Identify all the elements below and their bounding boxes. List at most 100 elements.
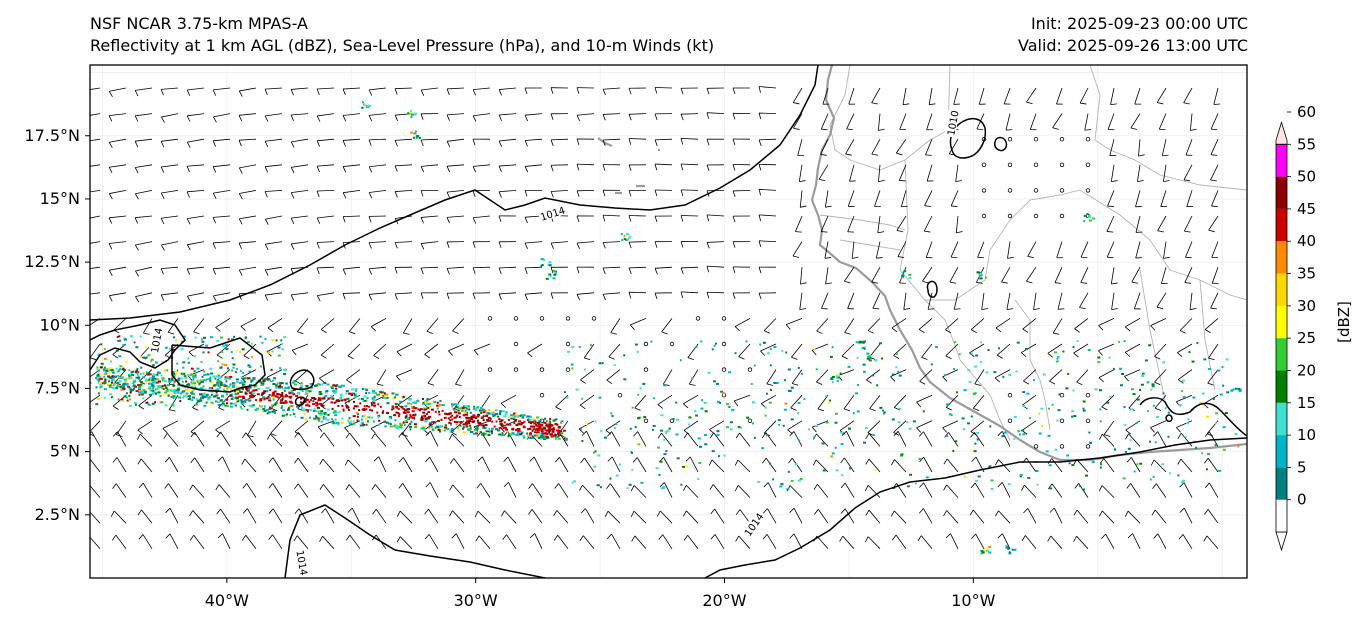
wind-barb-staff: [634, 394, 647, 409]
reflectivity-cell: [512, 418, 515, 421]
wind-barb-feather: [1124, 326, 1131, 332]
wind-barb-feather: [709, 484, 714, 491]
wind-barb-feather: [1210, 307, 1217, 310]
reflectivity-cell: [716, 430, 720, 433]
reflectivity-cell: [205, 401, 208, 404]
wind-barb-staff: [1105, 533, 1115, 549]
reflectivity-cell: [764, 414, 767, 417]
reflectivity-cell: [439, 400, 442, 403]
reflectivity-cell: [177, 383, 180, 386]
reflectivity-cell: [185, 389, 189, 392]
reflectivity-cell: [537, 424, 541, 427]
reflectivity-cell: [318, 417, 321, 420]
reflectivity-cell: [630, 450, 633, 453]
reflectivity-cell: [355, 392, 358, 395]
reflectivity-cell: [182, 396, 185, 399]
wind-barb-staff: [90, 164, 101, 167]
wind-barb-feather: [683, 432, 688, 439]
wind-barb-feather: [654, 292, 658, 300]
reflectivity-cell: [259, 400, 262, 403]
reflectivity-cell: [906, 485, 910, 488]
reflectivity-cell: [783, 379, 786, 382]
border-mauritania-mali: [829, 65, 951, 171]
reflectivity-cell: [259, 399, 263, 402]
wind-barb-staff: [633, 485, 647, 498]
reflectivity-cell: [409, 414, 412, 417]
wind-barb-feather: [394, 140, 398, 147]
wind-barb-feather: [368, 139, 372, 146]
reflectivity-cell: [391, 405, 394, 408]
reflectivity-cell: [299, 386, 303, 389]
reflectivity-cell: [390, 417, 393, 420]
reflectivity-cell: [136, 368, 139, 371]
wind-barb-staff: [603, 113, 621, 115]
wind-barb-staff: [533, 456, 543, 473]
reflectivity-cell: [536, 431, 540, 434]
wind-barb-feather: [420, 243, 425, 250]
reflectivity-cell: [224, 404, 227, 407]
wind-barb-staff: [680, 113, 699, 115]
reflectivity-cell: [609, 477, 612, 480]
reflectivity-cell: [1118, 340, 1121, 343]
wind-barb-staff: [851, 241, 855, 259]
wind-barb-feather: [1098, 350, 1103, 356]
reflectivity-cell: [172, 375, 176, 378]
reflectivity-cell: [1131, 388, 1135, 391]
wind-barb-staff: [1210, 113, 1219, 130]
wind-barb-feather: [919, 380, 926, 385]
wind-barb-staff: [867, 420, 881, 433]
reflectivity-cell: [361, 399, 365, 402]
reflectivity-cell: [545, 423, 548, 426]
reflectivity-cell: [226, 387, 229, 390]
wind-barb-staff: [680, 138, 699, 140]
reflectivity-cell: [231, 338, 235, 341]
reflectivity-cell: [722, 392, 726, 395]
wind-barb-feather: [735, 509, 741, 515]
reflectivity-cell: [529, 434, 532, 437]
reflectivity-cell: [550, 428, 554, 431]
reflectivity-cell: [466, 420, 469, 423]
wind-barb-feather: [83, 167, 86, 173]
reflectivity-cell: [272, 396, 276, 399]
reflectivity-cell: [152, 381, 156, 384]
wind-barb-feather: [995, 510, 999, 517]
reflectivity-cell: [1139, 462, 1143, 465]
reflectivity-cell: [286, 386, 290, 389]
wind-barb-feather: [160, 141, 165, 148]
wind-barb-feather: [995, 459, 999, 466]
wind-barb-staff: [878, 164, 881, 182]
reflectivity-cell: [106, 383, 110, 386]
wind-barb-feather: [1080, 282, 1088, 284]
wind-barb-staff: [323, 432, 335, 447]
wind-barb-feather: [758, 293, 762, 300]
wind-barb-feather: [90, 433, 95, 437]
wind-barb-staff: [369, 87, 387, 91]
reflectivity-cell: [230, 397, 234, 400]
reflectivity-cell: [585, 423, 588, 426]
reflectivity-cell: [897, 421, 901, 424]
wind-barb-staff: [473, 215, 491, 219]
wind-barb-staff: [1154, 343, 1167, 357]
wind-barb-staff: [657, 394, 673, 405]
reflectivity-cell: [470, 415, 473, 418]
reflectivity-cell: [801, 372, 804, 375]
reflectivity-cell: [979, 360, 982, 363]
reflectivity-cell: [652, 397, 655, 400]
reflectivity-cell: [472, 414, 476, 417]
wind-barb-staff: [655, 266, 673, 269]
reflectivity-cell: [355, 411, 358, 414]
reflectivity-cell: [403, 408, 406, 411]
wind-barb-feather: [264, 294, 269, 301]
wind-barb-feather: [111, 534, 117, 541]
wind-barb-staff: [247, 420, 257, 436]
reflectivity-cell: [193, 380, 196, 383]
reflectivity-cell: [283, 373, 287, 376]
reflectivity-cell: [529, 437, 532, 440]
reflectivity-cell: [284, 395, 287, 398]
wind-barb-staff: [1203, 394, 1219, 405]
colorbar-segment: [1276, 370, 1287, 403]
reflectivity-cell: [211, 375, 215, 378]
wind-barb-feather: [602, 164, 606, 171]
wind-barb-staff: [706, 291, 725, 294]
reflectivity-cell: [263, 398, 266, 401]
